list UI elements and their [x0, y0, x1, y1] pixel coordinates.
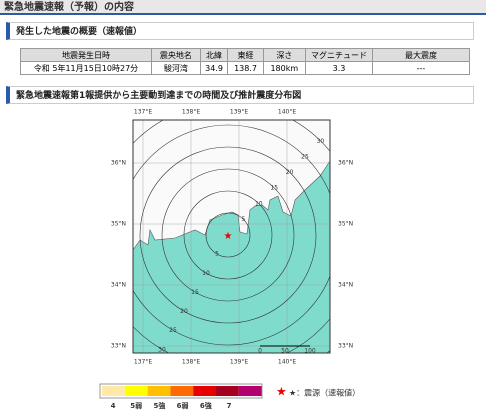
- time-ring: [139, 146, 317, 324]
- legend-star: ★: [276, 385, 287, 399]
- scale-label: 50: [281, 348, 289, 355]
- legend-swatch: [216, 386, 239, 396]
- cell: 34.9: [199, 61, 229, 75]
- column-header: 最大震度: [372, 48, 470, 62]
- time-ring: [183, 190, 273, 280]
- lat-label: 34°N: [111, 282, 126, 289]
- lat-label: 33°N: [111, 343, 126, 350]
- section-heading: 発生した地震の概要（速報値）: [6, 22, 474, 40]
- ring-label: 30: [317, 138, 325, 145]
- cell: ---: [372, 61, 470, 75]
- data-row: 令和 5年11月15日10時27分 駿河湾 34.9 138.7 180km 3…: [20, 61, 470, 75]
- ring-label: 35: [332, 122, 340, 129]
- time-ring: [205, 212, 251, 258]
- cell: 駿河湾: [151, 61, 201, 75]
- legend-swatch: [170, 386, 194, 396]
- lat-label: 36°N: [338, 160, 353, 167]
- page-title: 緊急地震速報（予報）の内容: [0, 0, 486, 15]
- cell: 令和 5年11月15日10時27分: [20, 61, 152, 75]
- lon-label: 140°E: [278, 109, 296, 116]
- legend-frame: [99, 383, 263, 399]
- summary-table: 地震発生日時 震央地名 北緯 東経 深さ マグニチュード 最大震度 令和 5年1…: [20, 48, 470, 75]
- land: [133, 120, 330, 251]
- legend-swatch: [238, 386, 262, 396]
- ring-label: 35: [147, 365, 155, 372]
- scale-label: 0: [258, 348, 262, 355]
- epicenter-star: ★: [224, 231, 233, 242]
- lon-label: 140°E: [278, 359, 296, 366]
- section-heading: 緊急地震速報第1報提供から主要動到達までの時間及び推計震度分布図: [6, 86, 474, 104]
- ring-label: 25: [169, 327, 177, 334]
- lon-label: 137°E: [134, 109, 152, 116]
- lon-label: 138°E: [182, 109, 200, 116]
- ring-label: 5: [241, 216, 245, 223]
- ring-label: 10: [202, 270, 210, 277]
- legend-swatch: [147, 386, 171, 396]
- ring-label: 30: [158, 346, 166, 353]
- ring-label: 20: [180, 308, 188, 315]
- ring-label: 15: [191, 289, 199, 296]
- time-ring: [161, 168, 295, 302]
- column-header: 東経: [227, 48, 264, 62]
- column-header: 地震発生日時: [20, 48, 152, 62]
- lon-label: 139°E: [230, 359, 248, 366]
- legend-label: 4: [111, 402, 116, 410]
- map-figure: 5 5 10 10 15 15 20 20 25 25 30 30 35 35 ★ ★ 137°E 137°…: [99, 109, 360, 410]
- lon-label: 137°E: [134, 359, 152, 366]
- lat-label: 35°N: [338, 221, 353, 228]
- lon-label: 138°E: [182, 359, 200, 366]
- column-header: 深さ: [262, 48, 307, 62]
- ring-label: 5: [215, 251, 219, 258]
- lat-label: 34°N: [338, 282, 353, 289]
- ring-label: 25: [301, 153, 309, 160]
- time-ring: [133, 124, 330, 346]
- lon-label: 139°E: [230, 109, 248, 116]
- lat-label: 33°N: [338, 343, 353, 350]
- lat-label: 36°N: [111, 160, 126, 167]
- map-frame: [132, 119, 331, 354]
- column-header: 震央地名: [151, 48, 201, 62]
- legend-label: 6弱: [177, 401, 189, 410]
- column-header: 北緯: [199, 48, 229, 62]
- header-row: 地震発生日時 震央地名 北緯 東経 深さ マグニチュード 最大震度: [20, 48, 470, 62]
- ring-label: 15: [270, 185, 278, 192]
- ring-label: 20: [286, 169, 294, 176]
- legend-epicenter: ★：震源（速報値）: [289, 388, 360, 398]
- cell: 3.3: [305, 61, 373, 75]
- lat-label: 35°N: [111, 221, 126, 228]
- legend-label: 7: [227, 402, 232, 410]
- scale-label: 100: [304, 348, 316, 355]
- legend-label: 5強: [153, 401, 165, 410]
- column-header: マグニチュード: [305, 48, 373, 62]
- legend-label: 5弱: [130, 401, 142, 410]
- cell: 180km: [262, 61, 307, 75]
- legend-swatch: [102, 386, 125, 396]
- legend-label: 6強: [200, 401, 212, 410]
- ring-label: 10: [255, 200, 263, 207]
- cell: 138.7: [227, 61, 264, 75]
- legend-swatch: [124, 386, 148, 396]
- legend-swatch: [193, 386, 216, 396]
